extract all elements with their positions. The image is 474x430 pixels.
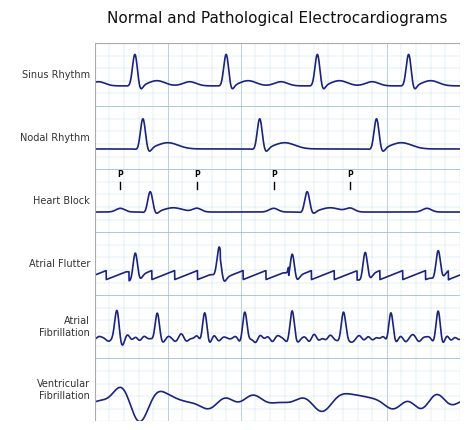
Text: P: P <box>118 170 123 179</box>
Text: Atrial Flutter: Atrial Flutter <box>29 259 90 269</box>
Text: Ventricular
Fibrillation: Ventricular Fibrillation <box>37 379 90 401</box>
Text: P: P <box>271 170 276 179</box>
Text: Normal and Pathological Electrocardiograms: Normal and Pathological Electrocardiogra… <box>107 11 447 26</box>
Text: Heart Block: Heart Block <box>33 196 90 206</box>
Text: P: P <box>194 170 200 179</box>
Text: Atrial
Fibrillation: Atrial Fibrillation <box>39 316 90 338</box>
Text: Nodal Rhythm: Nodal Rhythm <box>20 132 90 143</box>
Text: Sinus Rhythm: Sinus Rhythm <box>22 70 90 80</box>
Text: P: P <box>347 170 353 179</box>
